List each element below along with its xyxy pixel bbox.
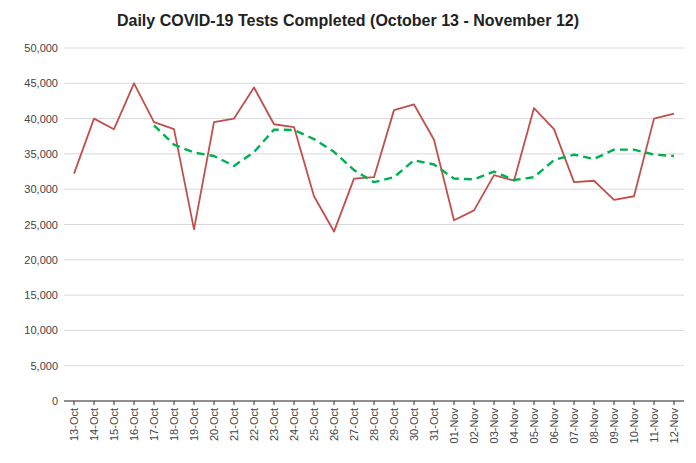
y-tick-label: 45,000 <box>24 77 58 89</box>
x-tick <box>534 401 535 405</box>
x-tick <box>234 401 235 405</box>
plot-area <box>74 83 674 231</box>
x-tick <box>114 401 115 405</box>
x-tick-label: 15-Oct <box>108 408 120 441</box>
x-tick <box>574 401 575 405</box>
x-tick <box>74 401 75 405</box>
x-tick-label: 13-Oct <box>68 408 80 441</box>
x-tick-label: 23-Oct <box>268 408 280 441</box>
y-tick-label: 25,000 <box>24 219 58 231</box>
grid-line <box>64 153 684 154</box>
y-tick-label: 30,000 <box>24 183 58 195</box>
x-tick <box>354 401 355 405</box>
x-tick <box>414 401 415 405</box>
x-tick <box>94 401 95 405</box>
grid-line <box>64 295 684 296</box>
x-tick <box>214 401 215 405</box>
x-tick-label: 25-Oct <box>308 408 320 441</box>
x-tick <box>294 401 295 405</box>
grid-line <box>64 48 684 49</box>
x-tick <box>194 401 195 405</box>
x-tick-label: 05-Nov <box>528 408 540 444</box>
y-tick-label: 40,000 <box>24 113 58 125</box>
x-tick-label: 19-Oct <box>188 408 200 441</box>
x-tick <box>174 401 175 405</box>
x-tick-label: 21-Oct <box>228 408 240 441</box>
title: Daily COVID-19 Tests Completed (October … <box>117 12 579 29</box>
x-tick-label: 27-Oct <box>348 408 360 441</box>
x-tick-label: 18-Oct <box>168 408 180 441</box>
x-tick <box>654 401 655 405</box>
x-tick-label: 29-Oct <box>388 408 400 441</box>
x-tick-label: 26-Oct <box>328 408 340 441</box>
x-tick <box>494 401 495 405</box>
y-tick-label: 50,000 <box>24 42 58 54</box>
x-tick <box>154 401 155 405</box>
x-tick <box>634 401 635 405</box>
x-tick <box>554 401 555 405</box>
x-tick-label: 30-Oct <box>408 408 420 441</box>
x-tick <box>434 401 435 405</box>
x-tick-label: 04-Nov <box>508 408 520 444</box>
grid-line <box>64 330 684 331</box>
x-tick-label: 03-Nov <box>488 408 500 444</box>
grid-line <box>64 365 684 366</box>
x-tick <box>674 401 675 405</box>
x-tick-label: 02-Nov <box>468 408 480 444</box>
x-tick-label: 24-Oct <box>288 408 300 441</box>
x-tick-label: 31-Oct <box>428 408 440 441</box>
x-tick <box>594 401 595 405</box>
x-tick-label: 07-Nov <box>568 408 580 444</box>
x-tick-label: 17-Oct <box>148 408 160 441</box>
y-tick-label: 15,000 <box>24 289 58 301</box>
y-tick-label: 10,000 <box>24 324 58 336</box>
x-tick-label: 11-Nov <box>648 408 660 443</box>
grid-line <box>64 189 684 190</box>
x-tick <box>334 401 335 405</box>
x-tick <box>394 401 395 405</box>
y-tick-label: 35,000 <box>24 148 58 160</box>
x-tick-label: 20-Oct <box>208 408 220 441</box>
x-tick-label: 09-Nov <box>608 408 620 444</box>
x-tick <box>614 401 615 405</box>
x-tick <box>314 401 315 405</box>
x-tick <box>134 401 135 405</box>
daily-line <box>74 83 674 231</box>
y-tick-label: 20,000 <box>24 254 58 266</box>
x-tick-label: 22-Oct <box>248 408 260 441</box>
x-tick-label: 01-Nov <box>448 408 460 444</box>
x-tick-label: 28-Oct <box>368 408 380 441</box>
y-tick-label: 0 <box>52 395 58 407</box>
x-tick <box>474 401 475 405</box>
x-tick-label: 10-Nov <box>628 408 640 444</box>
grid-line <box>64 224 684 225</box>
chart: Daily COVID-19 Tests Completed (October … <box>0 0 696 463</box>
x-tick-label: 12-Nov <box>668 408 680 444</box>
x-tick-label: 06-Nov <box>548 408 560 444</box>
x-tick-label: 14-Oct <box>88 408 100 441</box>
x-tick-label: 16-Oct <box>128 408 140 441</box>
x-tick <box>454 401 455 405</box>
x-tick <box>254 401 255 405</box>
x-tick-label: 08-Nov <box>588 408 600 444</box>
y-tick-label: 5,000 <box>30 360 58 372</box>
x-tick <box>514 401 515 405</box>
x-tick <box>274 401 275 405</box>
grid-line <box>64 259 684 260</box>
grid-line <box>64 83 684 84</box>
grid-line <box>64 118 684 119</box>
moving-average-line <box>154 125 674 182</box>
x-tick <box>374 401 375 405</box>
